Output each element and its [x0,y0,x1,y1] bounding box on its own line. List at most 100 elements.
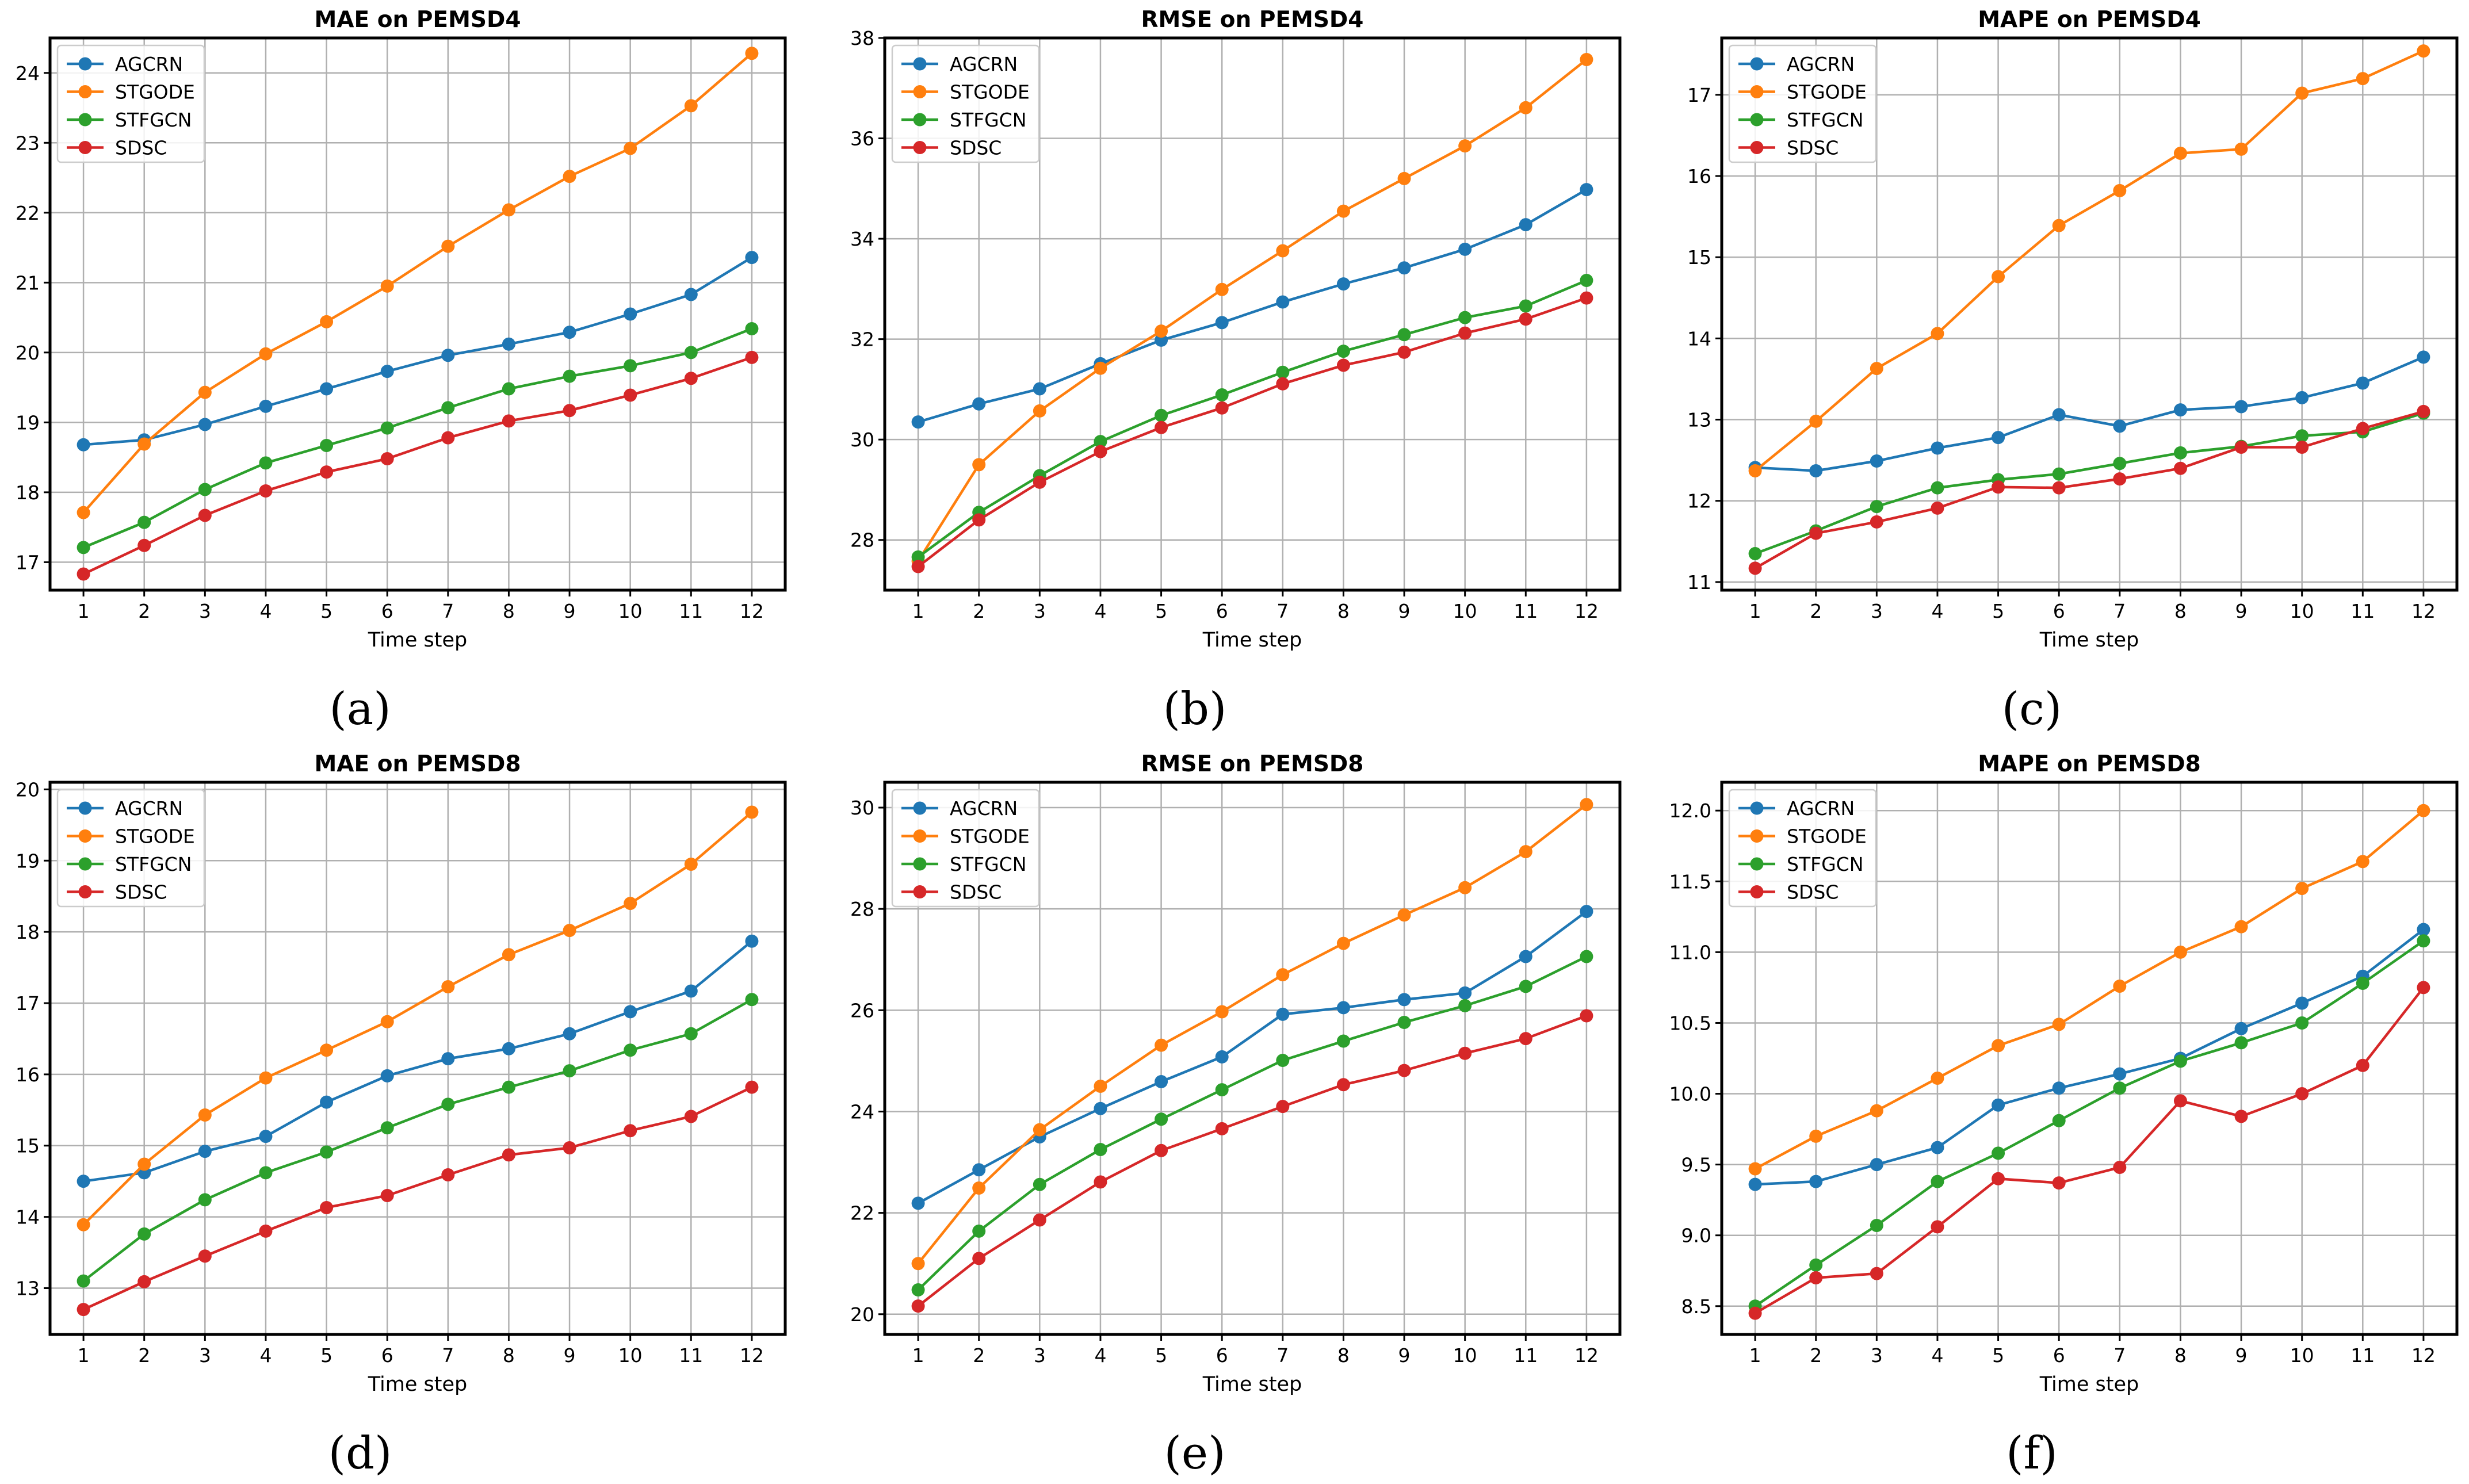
legend-swatch-marker [913,857,927,871]
x-tick-label: 4 [259,600,272,622]
data-point-stfgcn [1519,980,1532,993]
data-point-sdsc [380,1188,394,1202]
data-point-sdsc [2356,422,2369,435]
data-point-sdsc [380,452,394,466]
data-point-sdsc [2113,1161,2127,1175]
data-point-stgode [77,506,90,519]
legend-swatch-marker [913,85,927,98]
data-point-stfgcn [563,369,576,383]
x-tick-label: 12 [740,1344,764,1367]
legend: AGCRN STGODE STFGCN SDSC [891,44,1040,163]
data-point-stgode [77,1218,90,1231]
legend-entry-agcrn: AGCRN [1787,797,1855,820]
data-point-stfgcn [259,1166,273,1180]
x-tick-label: 9 [2235,1344,2248,1367]
legend-swatch-marker [78,857,92,871]
data-point-stfgcn [77,1274,90,1288]
x-tick-label: 1 [1749,1344,1761,1367]
x-tick-label: 5 [320,600,332,622]
series-line-stgode [1754,49,2424,472]
data-point-stfgcn [2173,446,2187,460]
x-tick-label: 3 [1871,600,1883,622]
data-point-stgode [1458,881,1472,894]
data-point-stgode [563,924,576,938]
y-tick-label: 16 [16,1064,40,1086]
data-point-stgode [259,1071,273,1085]
data-point-stgode [1519,845,1532,859]
x-tick-label: 12 [1574,600,1599,622]
data-point-agcrn [1458,242,1472,256]
data-point-agcrn [1992,431,2005,445]
data-point-agcrn [1748,1177,1762,1191]
data-point-stgode [502,948,515,962]
panel-caption: (e) [1164,1428,1225,1479]
data-point-sdsc [2417,981,2430,995]
data-point-sdsc [2173,1094,2187,1108]
plot-frame [48,781,787,1336]
data-point-stgode [1033,1123,1046,1137]
x-tick-label: 6 [381,1344,393,1367]
data-point-agcrn [1931,1141,1944,1154]
data-point-stgode [1870,362,1883,376]
data-point-stfgcn [2113,457,2127,471]
series-line-stfgcn [917,955,1587,1291]
x-tick-label: 2 [1810,600,1822,622]
x-tick-label: 10 [2290,1344,2314,1367]
data-point-agcrn [2052,1081,2066,1095]
data-point-stgode [1992,270,2005,284]
legend-entry-stfgcn: STFGCN [115,109,192,131]
data-point-sdsc [1519,312,1532,326]
y-tick-label: 34 [850,228,874,250]
y-tick-label: 32 [850,328,874,351]
legend-entry-stgode: STGODE [950,825,1030,848]
data-point-agcrn [911,415,925,429]
data-point-stfgcn [1519,299,1532,313]
x-tick-label: 1 [78,600,90,622]
data-point-stgode [1580,798,1593,812]
legend-entry-sdsc: SDSC [115,881,167,904]
x-tick-label: 3 [1034,600,1046,622]
data-point-sdsc [1397,345,1411,359]
legend-swatch-marker [1750,885,1764,898]
data-point-stgode [1748,1162,1762,1176]
data-point-stfgcn [2173,1054,2187,1068]
data-point-agcrn [2356,376,2369,390]
data-point-stfgcn [1094,1143,1107,1157]
data-point-agcrn [972,1163,986,1177]
data-point-stgode [1992,1039,2005,1053]
legend-swatch-marker [78,141,92,154]
legend: AGCRN STGODE STFGCN SDSC [891,789,1040,908]
x-tick-label: 4 [1931,1344,1943,1367]
y-tick-label: 26 [850,999,874,1022]
x-tick-label: 3 [1034,1344,1046,1367]
data-point-stfgcn [1276,365,1290,379]
legend-entry-sdsc: SDSC [950,881,1002,904]
data-point-sdsc [1094,445,1107,458]
data-point-sdsc [2234,1110,2248,1123]
y-tick-label: 9.0 [1681,1225,1711,1247]
y-tick-label: 8.5 [1681,1295,1711,1318]
y-tick-label: 20 [16,778,40,801]
legend-swatch-marker [1750,85,1764,98]
x-tick-label: 4 [1094,600,1106,622]
y-tick-label: 14 [16,1206,40,1229]
series-line-agcrn [83,256,753,446]
data-point-agcrn [320,1095,334,1109]
panel-caption: (f) [2006,1428,2058,1479]
series-line-stgode [1755,809,2425,1170]
legend-entry-agcrn: AGCRN [950,53,1018,75]
x-tick-label: 6 [2053,1344,2065,1367]
legend-entry-sdsc: SDSC [1787,881,1839,904]
data-point-stgode [198,385,212,399]
x-tick-label: 2 [973,600,985,622]
data-point-stgode [1519,101,1532,114]
series-line-stgode [82,52,753,514]
series-line-stfgcn [917,279,1587,559]
data-point-sdsc [137,1275,151,1288]
series-line-stfgcn [1754,939,2425,1307]
data-point-stgode [1748,464,1762,477]
series-line-agcrn [918,188,1588,423]
x-tick-label: 4 [259,1344,272,1367]
y-tick-label: 18 [16,481,40,504]
x-tick-label: 8 [1337,1344,1350,1367]
